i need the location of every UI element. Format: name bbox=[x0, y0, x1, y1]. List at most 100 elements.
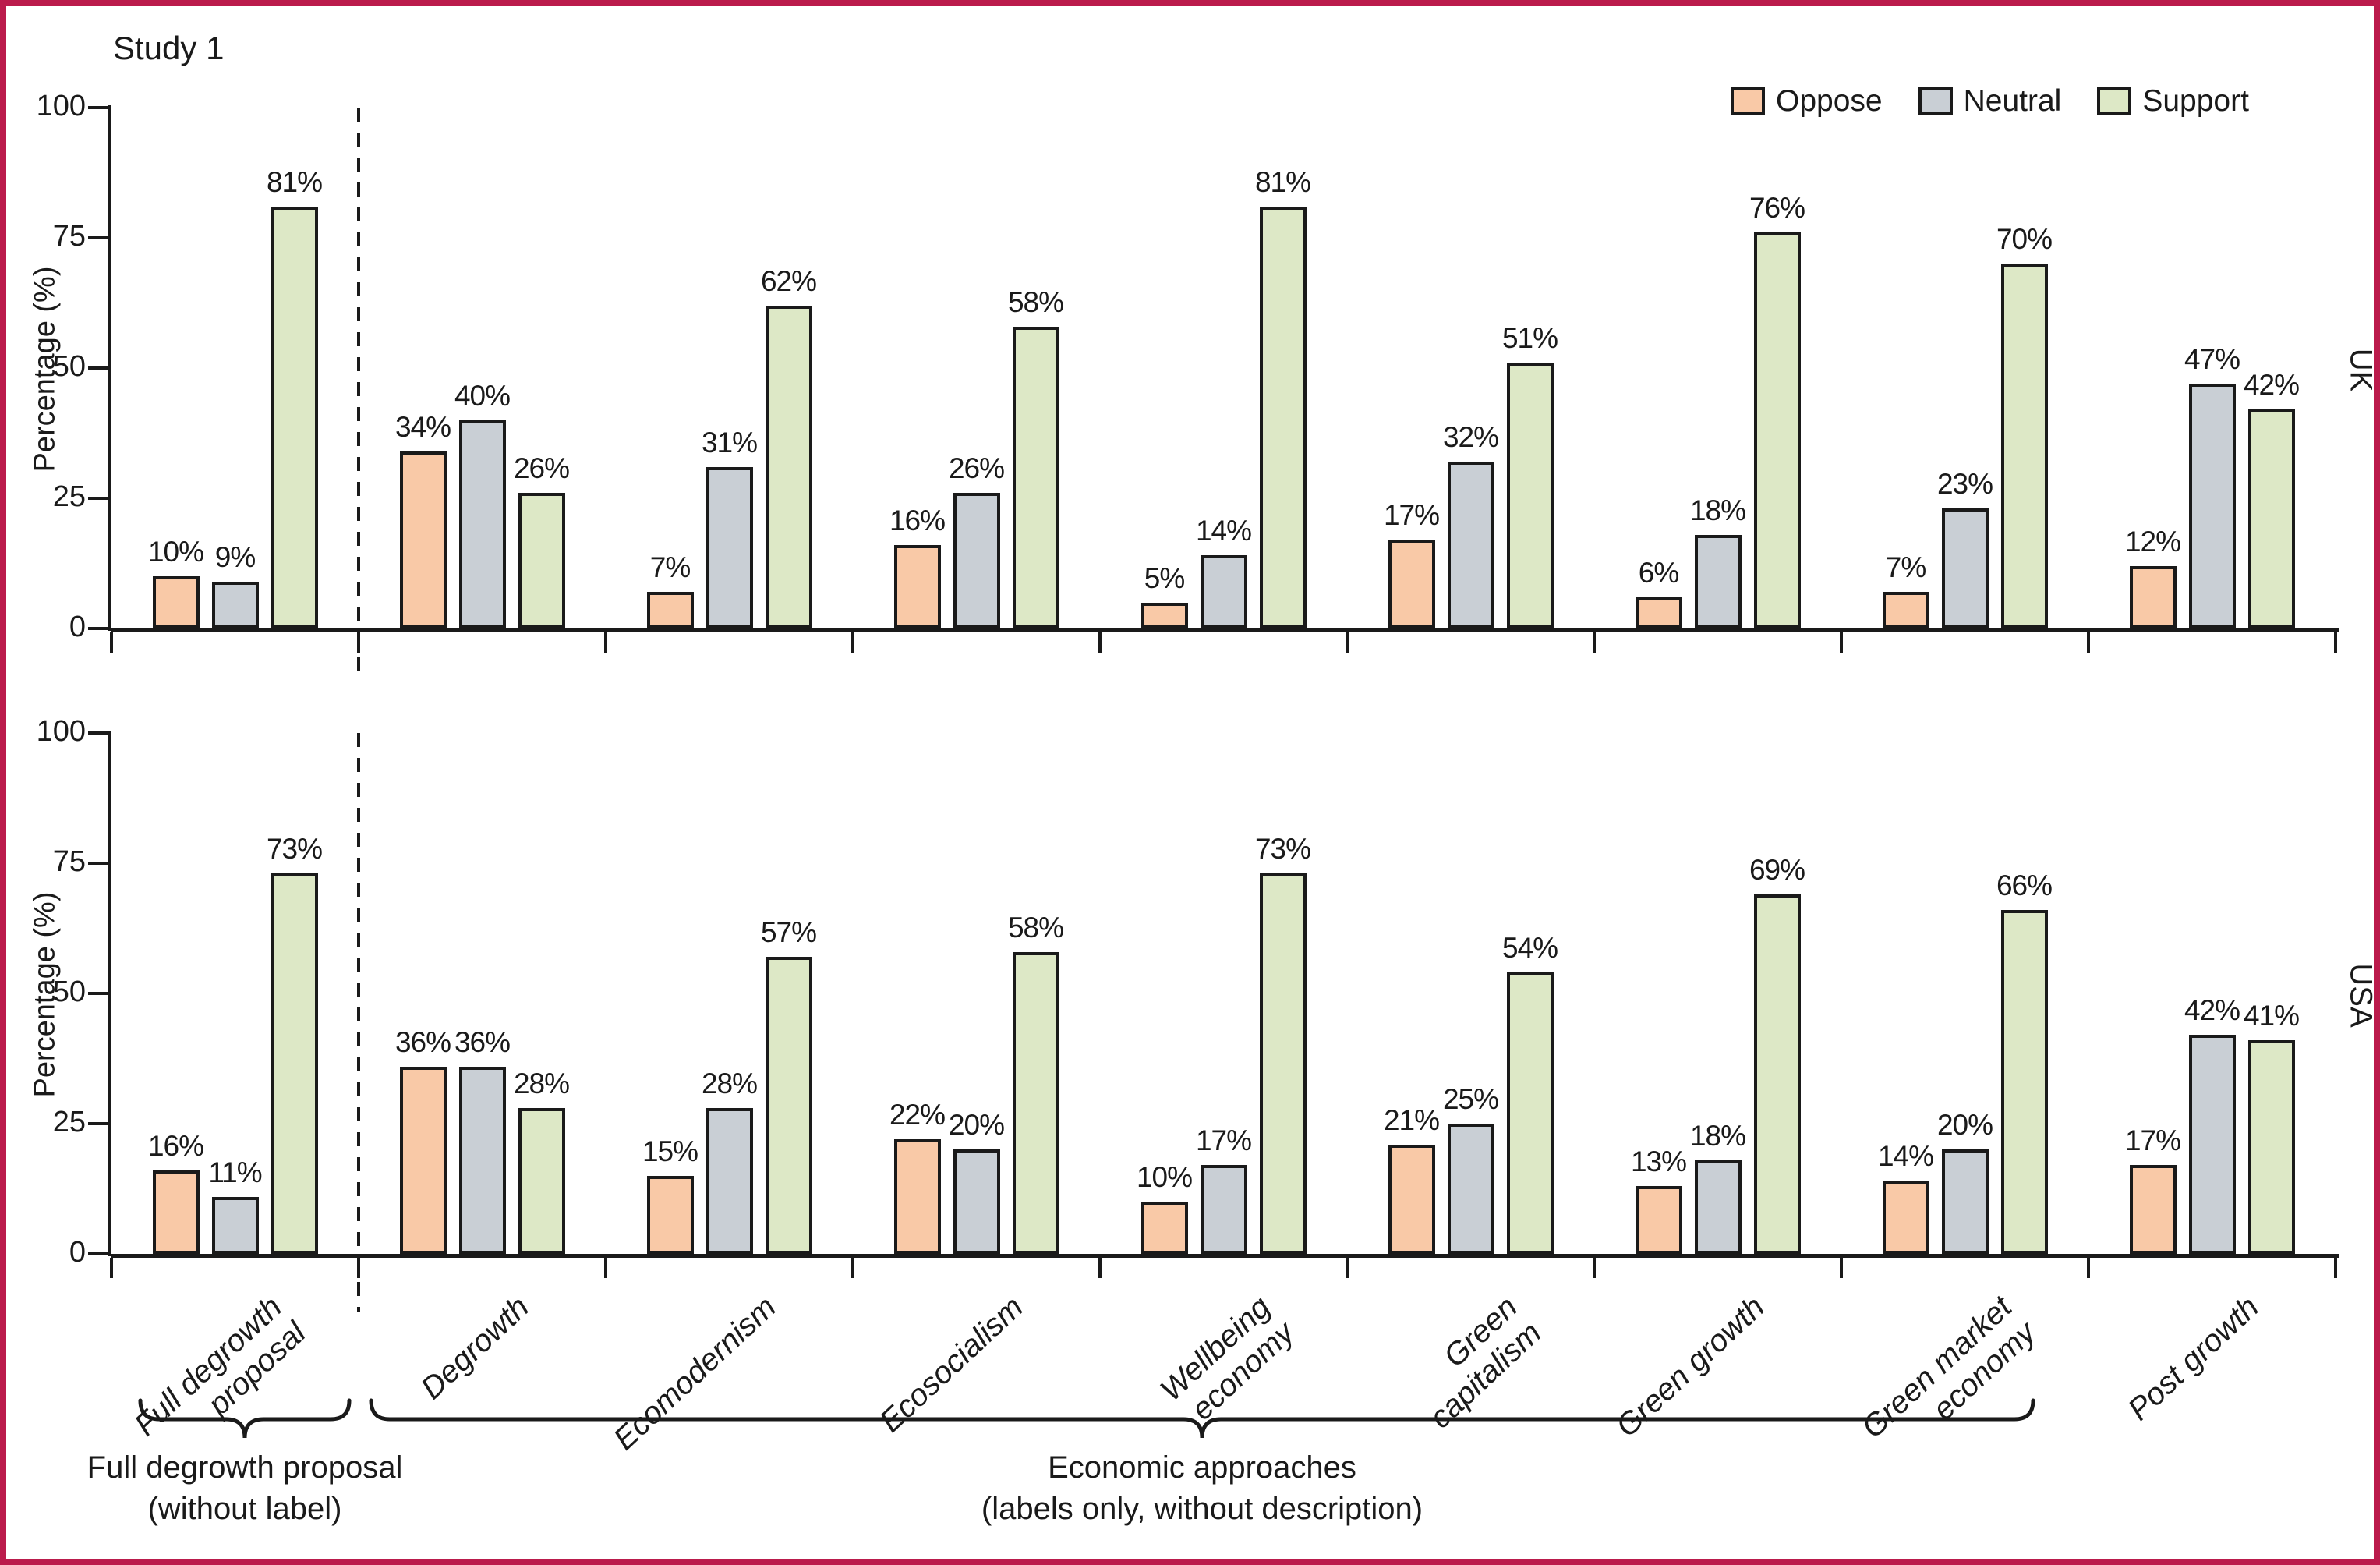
y-tick-label: 100 bbox=[36, 715, 86, 748]
value-label: 40% bbox=[454, 379, 511, 412]
x-axis-tick bbox=[2087, 1258, 2090, 1278]
bar-usa-1-neutral bbox=[211, 1196, 259, 1254]
x-axis-tick bbox=[2087, 632, 2090, 653]
value-label: 36% bbox=[394, 1025, 451, 1058]
bar-usa-9-neutral bbox=[2188, 1035, 2236, 1254]
bar-usa-7-support bbox=[1753, 894, 1801, 1254]
y-tick-label: 50 bbox=[52, 975, 86, 1008]
value-label: 26% bbox=[513, 452, 570, 485]
bar-uk-6-neutral bbox=[1447, 462, 1494, 628]
x-axis-tick bbox=[1346, 1258, 1349, 1278]
y-axis-tick bbox=[88, 1122, 108, 1125]
study-title: Study 1 bbox=[113, 30, 225, 66]
y-axis-tick bbox=[88, 862, 108, 865]
bar-uk-7-oppose bbox=[1635, 597, 1682, 628]
bar-usa-4-support bbox=[1012, 951, 1059, 1254]
bar-usa-3-neutral bbox=[706, 1107, 753, 1254]
value-label: 5% bbox=[1144, 561, 1185, 594]
bar-uk-1-support bbox=[271, 206, 318, 628]
bar-usa-4-oppose bbox=[893, 1139, 941, 1254]
bar-uk-4-oppose bbox=[893, 545, 941, 628]
y-axis-line bbox=[108, 105, 111, 631]
value-label: 58% bbox=[1007, 911, 1064, 944]
bar-uk-8-neutral bbox=[1941, 508, 1989, 628]
bar-uk-2-oppose bbox=[399, 451, 447, 628]
legend-label-support: Support bbox=[2142, 84, 2249, 118]
bar-usa-8-oppose bbox=[1882, 1181, 1929, 1254]
value-label: 15% bbox=[642, 1135, 698, 1167]
value-label: 66% bbox=[1996, 869, 2053, 902]
bar-usa-9-support bbox=[2247, 1040, 2295, 1254]
y-tick-label: 25 bbox=[52, 480, 86, 513]
value-label: 73% bbox=[1254, 833, 1311, 866]
value-label: 18% bbox=[1689, 1119, 1746, 1152]
x-axis-tick bbox=[1098, 1258, 1102, 1278]
bar-usa-6-support bbox=[1506, 972, 1554, 1254]
x-axis-line bbox=[111, 1254, 2339, 1258]
value-label: 7% bbox=[1885, 551, 1926, 584]
bar-usa-7-neutral bbox=[1694, 1160, 1742, 1254]
y-tick-label: 0 bbox=[69, 611, 86, 643]
bar-usa-7-oppose bbox=[1635, 1186, 1682, 1254]
legend-item-neutral: Neutral bbox=[1918, 84, 2062, 119]
value-label: 31% bbox=[701, 426, 758, 459]
value-label: 34% bbox=[394, 410, 451, 443]
value-label: 51% bbox=[1501, 322, 1558, 355]
value-label: 42% bbox=[2243, 369, 2300, 402]
bar-usa-8-neutral bbox=[1941, 1149, 1989, 1254]
value-label: 13% bbox=[1630, 1145, 1687, 1178]
x-axis-tick bbox=[1840, 632, 1843, 653]
bar-usa-8-support bbox=[2000, 910, 2048, 1254]
bar-uk-3-support bbox=[765, 305, 812, 628]
value-label: 16% bbox=[889, 505, 946, 537]
bar-usa-5-oppose bbox=[1140, 1202, 1188, 1254]
legend-item-oppose: Oppose bbox=[1731, 84, 1883, 119]
value-label: 20% bbox=[1936, 1109, 1993, 1142]
brace-caption-line: Full degrowth proposal bbox=[87, 1450, 403, 1485]
value-label: 73% bbox=[266, 833, 323, 866]
x-axis-tick bbox=[357, 632, 360, 653]
category-label: Green market economy bbox=[1855, 1290, 2042, 1445]
value-label: 57% bbox=[760, 916, 817, 949]
brace-caption-line: (without label) bbox=[147, 1491, 342, 1526]
bar-usa-3-oppose bbox=[646, 1175, 694, 1254]
value-label: 18% bbox=[1689, 494, 1746, 526]
bar-uk-7-support bbox=[1753, 232, 1801, 628]
value-label: 36% bbox=[454, 1025, 511, 1058]
neutral-swatch-icon bbox=[1918, 87, 1953, 115]
legend-item-support: Support bbox=[2097, 84, 2249, 119]
y-tick-label: 75 bbox=[52, 220, 86, 253]
value-label: 41% bbox=[2243, 1000, 2300, 1032]
bar-usa-2-support bbox=[518, 1107, 565, 1254]
support-swatch-icon bbox=[2097, 87, 2132, 115]
brace-caption-line: (labels only, without description) bbox=[981, 1491, 1423, 1526]
x-axis-tick bbox=[1346, 632, 1349, 653]
x-axis-tick bbox=[1593, 632, 1596, 653]
bar-uk-9-oppose bbox=[2129, 565, 2177, 628]
x-axis-tick bbox=[357, 1258, 360, 1278]
bar-usa-9-oppose bbox=[2129, 1165, 2177, 1254]
value-label: 76% bbox=[1749, 192, 1805, 225]
x-axis-tick bbox=[604, 632, 607, 653]
value-label: 6% bbox=[1638, 556, 1679, 589]
bar-uk-8-support bbox=[2000, 264, 2048, 628]
y-tick-label: 100 bbox=[36, 90, 86, 122]
bar-uk-5-oppose bbox=[1140, 602, 1188, 628]
x-axis-tick bbox=[1098, 632, 1102, 653]
y-axis-line bbox=[108, 731, 111, 1256]
bar-uk-6-oppose bbox=[1388, 540, 1435, 628]
bar-uk-2-neutral bbox=[458, 420, 506, 628]
value-label: 62% bbox=[760, 264, 817, 297]
value-label: 21% bbox=[1383, 1103, 1440, 1136]
y-axis-tick bbox=[88, 106, 108, 109]
x-axis-tick bbox=[1840, 1258, 1843, 1278]
bar-uk-5-neutral bbox=[1200, 555, 1247, 628]
brace-caption-line: Economic approaches bbox=[1048, 1450, 1356, 1485]
legend: Oppose Neutral Support bbox=[1731, 84, 2249, 119]
y-tick-label: 25 bbox=[52, 1106, 86, 1138]
value-label: 22% bbox=[889, 1099, 946, 1131]
bar-uk-9-neutral bbox=[2188, 384, 2236, 628]
value-label: 32% bbox=[1442, 421, 1499, 454]
legend-label-neutral: Neutral bbox=[1963, 84, 2062, 118]
